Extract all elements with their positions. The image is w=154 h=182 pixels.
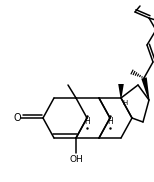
Text: O: O	[13, 113, 21, 123]
Text: H: H	[107, 118, 113, 126]
Text: OH: OH	[69, 155, 83, 165]
Polygon shape	[118, 84, 124, 98]
Text: H: H	[122, 100, 128, 106]
Text: H: H	[84, 118, 90, 126]
Polygon shape	[141, 77, 150, 100]
